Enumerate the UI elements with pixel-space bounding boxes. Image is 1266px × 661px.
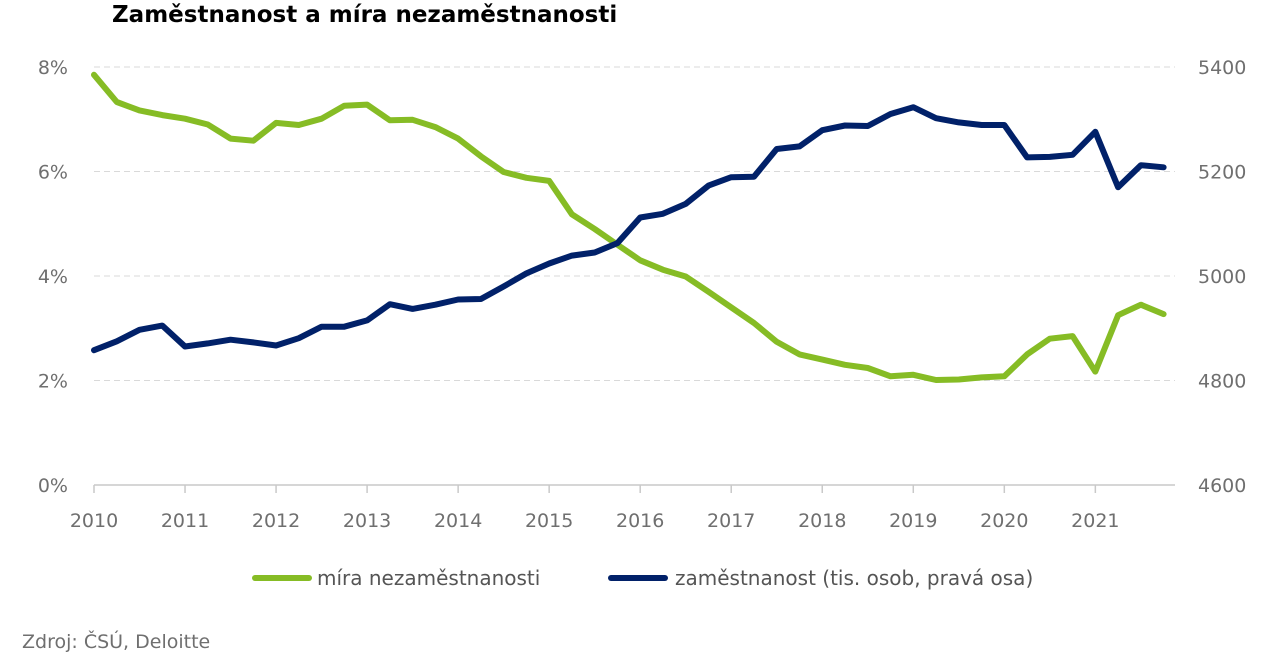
gridlines — [94, 66, 1175, 381]
series-line-employment — [91, 104, 1167, 354]
x-tick-label: 2012 — [252, 510, 300, 532]
y-left-tick-label: 0% — [38, 475, 68, 497]
y-left-tick-label: 4% — [38, 266, 68, 288]
y-right-tick-label: 4800 — [1198, 371, 1246, 393]
x-tick-label: 2016 — [616, 510, 664, 532]
y-right-tick-label: 5400 — [1198, 57, 1246, 79]
x-tick-label: 2015 — [525, 510, 573, 532]
x-tick-label: 2017 — [707, 510, 755, 532]
x-tick-label: 2010 — [70, 510, 118, 532]
y-right-tick-label: 5000 — [1198, 266, 1246, 288]
series-line-unemployment — [91, 71, 1167, 383]
y-right-tick-label: 5200 — [1198, 162, 1246, 184]
series-lines — [91, 71, 1167, 383]
y-left-tick-label: 2% — [38, 371, 68, 393]
legend-label: míra nezaměstnanosti — [317, 566, 540, 590]
y-left-tick-label: 8% — [38, 57, 68, 79]
chart-title: Zaměstnanost a míra nezaměstnanosti — [112, 2, 618, 28]
x-tick-label: 2021 — [1071, 510, 1119, 532]
y-right-tick-label: 4600 — [1198, 475, 1246, 497]
x-tick-label: 2011 — [161, 510, 209, 532]
legend: míra nezaměstnanosti zaměstnanost (tis. o… — [252, 566, 1033, 590]
y-left-tick-label: 6% — [38, 162, 68, 184]
x-tick-label: 2013 — [343, 510, 391, 532]
x-tick-label: 2019 — [889, 510, 937, 532]
x-tick-label: 2020 — [980, 510, 1028, 532]
axes: 0% 4600 2% 4800 4% 5000 6% 5200 8% 5400 2010 2011 20… — [38, 57, 1247, 532]
legend-label: zaměstnanost (tis. osob, pravá osa) — [675, 566, 1033, 590]
x-tick-label: 2014 — [434, 510, 482, 532]
x-tick-label: 2018 — [798, 510, 846, 532]
source-note: Zdroj: ČSÚ, Deloitte — [22, 631, 211, 653]
